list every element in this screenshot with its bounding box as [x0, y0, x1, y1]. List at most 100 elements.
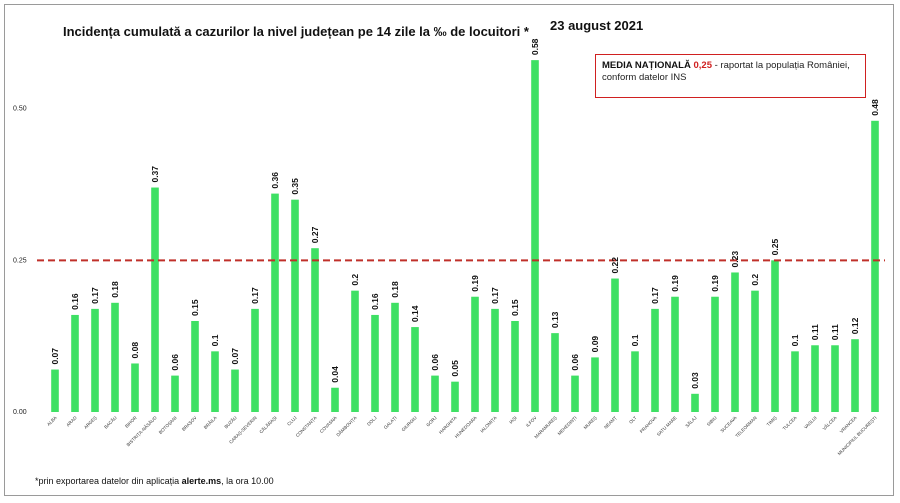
category-label: OLT: [628, 415, 638, 425]
y-tick-label: 0.25: [13, 257, 27, 264]
y-tick-label: 0.00: [13, 409, 27, 416]
footnote: *prin exportarea datelor din aplicația a…: [35, 476, 274, 486]
bar: [531, 60, 539, 413]
data-label: 0.17: [490, 287, 500, 304]
data-label: 0.35: [290, 178, 300, 195]
bar: [251, 308, 259, 412]
y-axis-ticks: 0.00 0.25 0.50: [13, 106, 27, 416]
data-label: 0.11: [810, 324, 820, 340]
bar: [71, 314, 79, 412]
bar: [731, 272, 739, 412]
bar: [91, 308, 99, 412]
bar: [591, 357, 599, 412]
data-label: 0.2: [750, 274, 760, 286]
data-label: 0.06: [170, 354, 180, 371]
data-label: 0.23: [730, 251, 740, 268]
data-label: 0.16: [370, 293, 380, 310]
data-label: 0.1: [630, 334, 640, 346]
data-label: 0.16: [70, 293, 80, 310]
category-label: HARGHITA: [438, 415, 458, 435]
data-label: 0.03: [690, 372, 700, 389]
bar: [491, 308, 499, 412]
bar: [451, 381, 459, 412]
data-label: 0.07: [50, 348, 60, 365]
bar: [131, 363, 139, 412]
data-label: 0.22: [610, 257, 620, 274]
data-label: 0.11: [830, 324, 840, 340]
data-label: 0.09: [590, 336, 600, 353]
category-label: BRĂILA: [202, 414, 218, 430]
bar: [571, 375, 579, 412]
category-label: BRAȘOV: [181, 415, 198, 432]
chart-title: Incidența cumulată a cazurilor la nivel …: [63, 24, 530, 39]
category-label: MUREȘ: [583, 415, 598, 430]
category-label: SUCEAVA: [719, 415, 737, 433]
data-label: 0.12: [850, 317, 860, 334]
category-label: PRAHOVA: [639, 415, 658, 434]
bar-series: [51, 60, 879, 413]
data-label: 0.05: [450, 360, 460, 377]
category-label: CĂLĂRAȘI: [258, 414, 278, 434]
category-label: GORJ: [425, 415, 437, 427]
bar: [391, 302, 399, 412]
bar: [511, 321, 519, 412]
category-label: SIBIU: [706, 415, 718, 427]
category-label: TULCEA: [782, 415, 798, 431]
bar: [351, 290, 359, 412]
category-label: ARGEȘ: [83, 415, 98, 430]
bar: [791, 351, 799, 412]
data-label: 0.17: [90, 287, 100, 304]
category-label: MUNICIPIUL BUCUREȘTI: [837, 415, 878, 456]
bar: [331, 387, 339, 412]
bar: [651, 308, 659, 412]
category-label: DÂMBOVIȚA: [335, 414, 358, 437]
bar: [311, 248, 319, 412]
bar: [631, 351, 639, 412]
chart-frame: Incidența cumulată a cazurilor la nivel …: [4, 4, 894, 496]
legend-line2: conform datelor INS: [602, 72, 687, 83]
data-labels: 0.07 0.16 0.17 0.18 0.08 0.37 0.06 0.15 0.1 0.07 0…: [50, 38, 880, 388]
bar: [771, 260, 779, 412]
bar: [711, 296, 719, 412]
chart-date: 23 august 2021: [550, 18, 643, 33]
category-label: GALAȚI: [383, 415, 398, 430]
bar: [851, 339, 859, 412]
category-label: SĂLAJ: [684, 414, 698, 428]
bar: [751, 290, 759, 412]
data-label: 0.1: [790, 334, 800, 346]
legend-title: MEDIA NAȚIONALĂ: [602, 60, 691, 71]
bar: [431, 375, 439, 412]
category-label: ARAD: [65, 415, 78, 428]
category-label: COVASNA: [319, 415, 338, 434]
data-label: 0.07: [230, 348, 240, 365]
category-label: MEHEDINȚI: [557, 415, 578, 436]
data-label: 0.17: [250, 287, 260, 304]
bar: [291, 199, 299, 412]
bar: [611, 278, 619, 412]
category-label: DOLJ: [366, 415, 378, 427]
data-label: 0.19: [670, 275, 680, 292]
category-label: NEAMȚ: [603, 415, 618, 430]
data-label: 0.08: [130, 342, 140, 359]
category-label: SATU MARE: [656, 415, 678, 437]
category-label: VASLUI: [803, 415, 818, 430]
legend-value: 0,25: [693, 60, 712, 71]
data-label: 0.06: [570, 354, 580, 371]
bar: [471, 296, 479, 412]
data-label: 0.18: [110, 281, 120, 298]
category-label: VRANCEA: [839, 415, 858, 434]
chart: Incidența cumulată a cazurilor la nivel …: [13, 18, 885, 486]
y-tick-label: 0.50: [13, 106, 27, 113]
bar: [691, 393, 699, 412]
bar: [171, 375, 179, 412]
data-label: 0.27: [310, 226, 320, 243]
data-label: 0.36: [270, 172, 280, 189]
footnote-bold: alerte.ms: [182, 476, 222, 486]
bar: [811, 345, 819, 412]
legend-text: - raportat la populația României,: [711, 60, 850, 71]
footnote-prefix: *prin exportarea datelor din aplicația: [35, 476, 182, 486]
category-label: IAȘI: [508, 415, 518, 425]
category-label: ILFOV: [525, 415, 538, 428]
data-label: 0.17: [650, 287, 660, 304]
data-label: 0.14: [410, 305, 420, 322]
